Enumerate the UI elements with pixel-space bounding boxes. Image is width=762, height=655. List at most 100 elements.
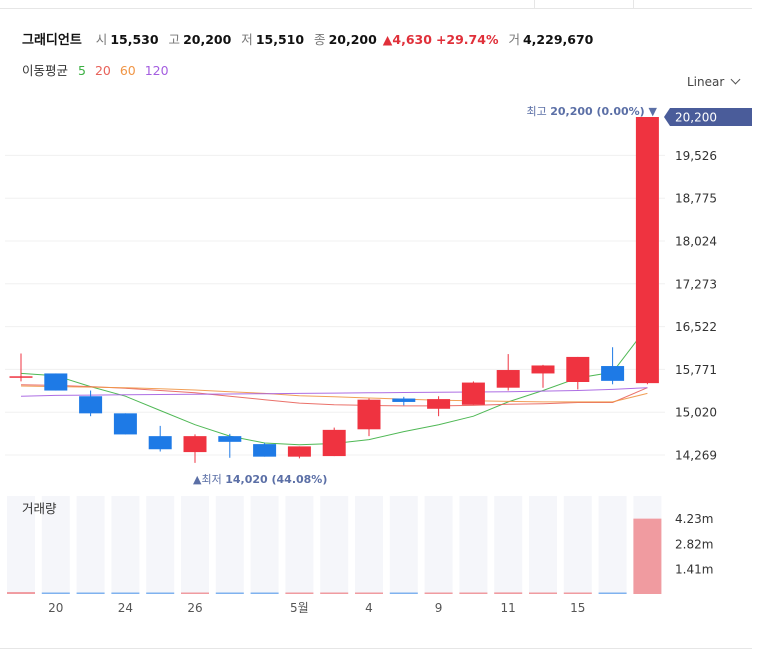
stock-summary: 그래디언트 시 15,530 고 20,200 저 15,510 종 20,200 ▲4… (22, 29, 599, 48)
price-tick-label: 14,269 (675, 449, 717, 463)
ma-120-label[interactable]: 120 (144, 63, 169, 78)
volume-tick-label: 1.41m (675, 562, 713, 576)
volume-column-bg (7, 496, 35, 594)
candle-body (9, 376, 33, 378)
candle (496, 354, 520, 391)
candle (287, 446, 311, 459)
volume-bar (459, 592, 488, 594)
volume-bar (494, 592, 523, 594)
current-price-tag (664, 108, 752, 126)
stock-name: 그래디언트 (22, 33, 82, 48)
volume-column-bg (389, 496, 418, 594)
candle (183, 434, 207, 463)
high-label: 고 (168, 32, 181, 47)
volume-column-bg (529, 496, 557, 594)
volume-column-bg (181, 496, 209, 594)
price-tick-label: 16,522 (675, 320, 717, 334)
volume-column-bg (215, 496, 244, 594)
candle-body (44, 373, 68, 391)
bottom-divider (0, 648, 752, 649)
volume-value: 4,229,670 (522, 32, 594, 47)
candle (531, 364, 555, 388)
change-percent: +29.74% (435, 32, 499, 47)
open-value: 15,530 (110, 32, 159, 47)
price-tick-label: 17,273 (675, 277, 717, 291)
volume-column-bg (41, 496, 70, 594)
scale-selector[interactable]: Linear (687, 74, 741, 89)
volume-tick-label: 4.23m (675, 512, 713, 526)
candle-body (183, 436, 207, 453)
volume-label: 거 (508, 32, 520, 47)
ma-20-label[interactable]: 20 (94, 63, 111, 78)
price-tick-label: 19,526 (675, 149, 717, 163)
candle (322, 427, 346, 457)
x-tick-label: 5월 (290, 601, 309, 615)
candle (601, 347, 625, 385)
volume-column-bg (250, 496, 279, 594)
candle-body (601, 366, 625, 381)
current-price-label: 20,200 (675, 111, 717, 125)
x-tick-label: 24 (118, 601, 133, 615)
price-tick-label: 15,020 (675, 406, 717, 420)
moving-average-label: 이동평균 (22, 63, 69, 78)
candle (113, 413, 137, 435)
candle-body (461, 382, 485, 405)
volume-axis-label: 거래량 (22, 501, 57, 516)
x-tick-label: 9 (435, 601, 443, 615)
volume-bar (389, 592, 418, 594)
candle (79, 390, 103, 417)
volume-column-bg (598, 496, 627, 594)
change-value: ▲4,630 (382, 32, 432, 47)
candle-body (253, 444, 277, 457)
x-tick-label: 15 (570, 601, 585, 615)
ma-60-line (20, 385, 648, 403)
candle-body (566, 356, 590, 382)
volume-column-bg (285, 496, 314, 594)
open-label: 시 (95, 32, 108, 47)
moving-average-legend: 이동평균 5 20 60 120 (22, 60, 174, 79)
volume-bar (320, 592, 349, 594)
candle (635, 117, 659, 385)
volume-bar (563, 592, 592, 594)
low-value: 15,510 (255, 32, 305, 47)
volume-column-bg (146, 496, 175, 594)
candle-body (427, 399, 451, 409)
price-tick-label: 18,024 (675, 235, 717, 249)
volume-bar (146, 592, 175, 594)
volume-bar (7, 592, 35, 594)
candle-body (218, 436, 242, 442)
ma-120-line (20, 387, 648, 397)
volume-column-bg (424, 496, 453, 594)
candle (357, 398, 381, 437)
ma-60-label[interactable]: 60 (119, 63, 136, 78)
candle-body (496, 370, 520, 388)
volume-column-bg (76, 496, 105, 594)
low-label: 저 (241, 32, 253, 47)
x-tick-label: 20 (48, 601, 63, 615)
price-tick-label: 15,771 (675, 363, 717, 377)
volume-bar (41, 592, 70, 594)
candle (566, 356, 590, 390)
candle-body (79, 396, 103, 414)
volume-column-bg (320, 496, 349, 594)
volume-bar (250, 592, 279, 594)
volume-column-bg (494, 496, 523, 594)
candle-body (392, 398, 416, 402)
candle (392, 396, 416, 406)
close-label: 종 (314, 32, 326, 47)
candle (253, 442, 277, 457)
candle (9, 353, 33, 382)
ma-5-label[interactable]: 5 (78, 63, 86, 78)
price-tick-label: 18,775 (675, 192, 717, 206)
volume-tick-label: 2.82m (675, 537, 713, 551)
volume-bar (355, 592, 383, 594)
candle-body (322, 429, 346, 457)
candle-body (113, 413, 137, 435)
candle-body (531, 365, 555, 374)
ma-20-line (20, 384, 648, 407)
volume-bar (181, 592, 209, 594)
volume-bar (633, 518, 662, 594)
candle (461, 381, 485, 405)
candle (427, 396, 451, 417)
